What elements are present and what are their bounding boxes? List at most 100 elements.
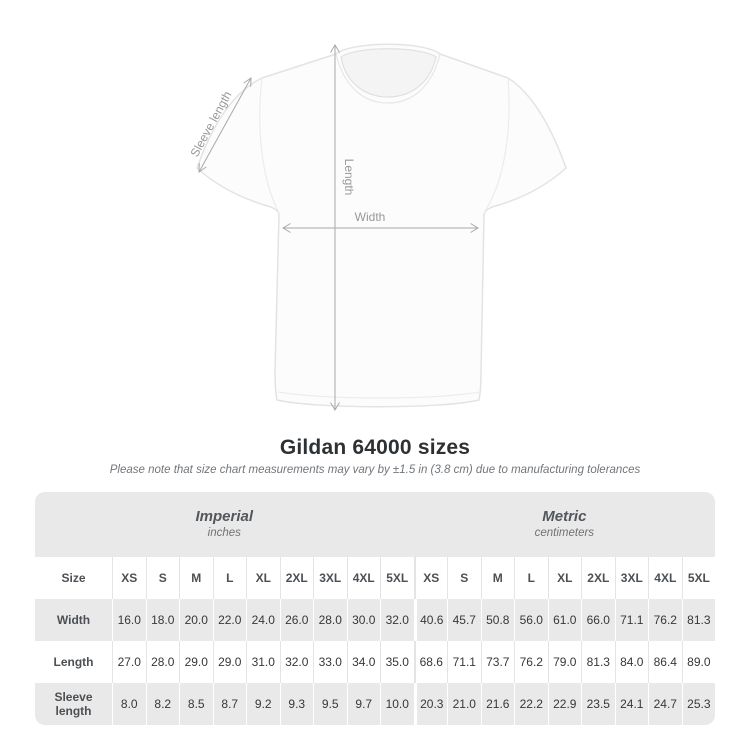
row-label: Width [35,599,112,641]
size-col-header-2xl: 2XL [581,557,615,599]
measurement-cell: 76.2 [648,599,682,641]
measurement-cell: 89.0 [681,641,715,683]
tshirt-collar-opening [340,48,437,98]
measurement-cell: 21.6 [480,683,515,725]
measurement-cell: 71.1 [447,641,481,683]
measurement-cell: 8.2 [145,683,179,725]
measurement-cell: 20.0 [179,599,213,641]
size-col-header-4xl: 4XL [648,557,682,599]
measurement-cell: 8.5 [179,683,213,725]
size-col-header-xs: XS [112,557,146,599]
tshirt-hem-stitch [277,391,481,399]
size-header-row: Size XS S M L XL 2XL 3XL 4XL 5XL XS S M L XL 2XL 3XL 4XL 5… [35,557,715,599]
size-col-header-5xl: 5XL [681,557,715,599]
measurement-cell: 23.5 [581,683,615,725]
size-table-container: Imperial inches Metric centimeters Size XS S M L… [35,492,715,725]
measurement-cell: 9.5 [313,683,347,725]
size-col-header-xs: XS [413,557,448,599]
length-label: Length [342,159,356,196]
measurement-cell: 22.0 [212,599,246,641]
unit-group-unit: inches [207,526,241,539]
measurement-cell: 21.0 [447,683,481,725]
measurement-cell: 35.0 [380,641,414,683]
unit-group-label: Imperial [195,508,254,526]
tshirt-left-sleeve-seam [259,77,280,214]
measurement-cell: 24.1 [614,683,649,725]
size-col-header-5xl: 5XL [380,557,414,599]
unit-group-row: Imperial inches Metric centimeters [35,492,715,557]
measurement-cell: 73.7 [480,641,515,683]
measurement-cell: 71.1 [614,599,649,641]
measurement-cell: 8.0 [112,683,146,725]
size-col-header-m: M [179,557,213,599]
size-col-header-xl: XL [246,557,280,599]
size-table-body: Width 16.0 18.0 20.0 22.0 24.0 26.0 28.0 30.0 32.… [35,599,715,725]
measurement-cell: 31.0 [246,641,280,683]
measurement-cell: 79.0 [547,641,582,683]
size-col-header-xl: XL [547,557,582,599]
measurement-cell: 76.2 [514,641,548,683]
width-label: Width [355,210,386,224]
measurement-cell: 29.0 [179,641,213,683]
tshirt-measurement-figure: Length Width Sleeve length [187,43,567,411]
unit-group-label: Metric [542,508,587,526]
measurement-cell: 45.7 [447,599,481,641]
size-table-head: Imperial inches Metric centimeters Size XS S M L… [35,492,715,599]
measurement-cell: 81.3 [581,641,615,683]
measurement-cell: 10.0 [380,683,414,725]
measurement-cell: 25.3 [681,683,715,725]
measurement-cell: 33.0 [313,641,347,683]
measurement-cell: 34.0 [346,641,380,683]
measurement-cell: 9.7 [346,683,380,725]
measurement-cell: 24.7 [648,683,682,725]
measurement-cell: 29.0 [212,641,246,683]
tshirt-body [196,43,567,408]
measurement-cell: 30.0 [346,599,380,641]
size-col-header-2xl: 2XL [279,557,313,599]
measurement-row: Length 27.0 28.0 29.0 29.0 31.0 32.0 33.0 34.0 35… [35,641,715,683]
measurement-cell: 84.0 [614,641,649,683]
tshirt-collar-rib [335,53,441,104]
size-col-header-l: L [212,557,246,599]
measurement-row: Sleeve length 8.0 8.2 8.5 8.7 9.2 9.3 9.5 9.7 10.… [35,683,715,725]
row-label: Sleeve length [35,683,112,725]
measurement-cell: 40.6 [413,599,448,641]
measurement-cell: 9.3 [279,683,313,725]
size-col-header-s: S [145,557,179,599]
width-arrow [282,223,479,233]
measurement-cell: 22.2 [514,683,548,725]
size-col-header-l: L [514,557,548,599]
unit-group-header-imperial: Imperial inches [35,492,414,557]
tshirt-right-sleeve-seam [483,77,510,214]
measurement-cell: 32.0 [380,599,414,641]
size-col-header-4xl: 4XL [346,557,380,599]
size-corner-header: Size [35,557,112,599]
measurement-cell: 27.0 [112,641,146,683]
unit-group-header-metric: Metric centimeters [413,492,715,557]
measurement-cell: 22.9 [547,683,582,725]
measurement-cell: 68.6 [413,641,448,683]
size-col-header-m: M [480,557,515,599]
measurement-cell: 28.0 [145,641,179,683]
tshirt-illustration [196,43,567,408]
measurement-cell: 8.7 [212,683,246,725]
sleeve-length-arrow [198,77,252,173]
measurement-row: Width 16.0 18.0 20.0 22.0 24.0 26.0 28.0 30.0 32.… [35,599,715,641]
measurement-cell: 61.0 [547,599,582,641]
measurement-cell: 26.0 [279,599,313,641]
measurement-cell: 24.0 [246,599,280,641]
size-table: Imperial inches Metric centimeters Size XS S M L… [35,492,715,725]
unit-group-unit: centimeters [534,526,595,539]
measurement-annotations [198,44,479,411]
page-title: Gildan 64000 sizes [279,436,471,459]
measurement-cell: 9.2 [246,683,280,725]
row-label: Length [35,641,112,683]
size-col-header-3xl: 3XL [614,557,649,599]
measurement-cell: 28.0 [313,599,347,641]
size-col-header-s: S [447,557,481,599]
measurement-cell: 16.0 [112,599,146,641]
tolerance-note: Please note that size chart measurements… [109,464,641,476]
measurement-cell: 18.0 [145,599,179,641]
measurement-cell: 86.4 [648,641,682,683]
